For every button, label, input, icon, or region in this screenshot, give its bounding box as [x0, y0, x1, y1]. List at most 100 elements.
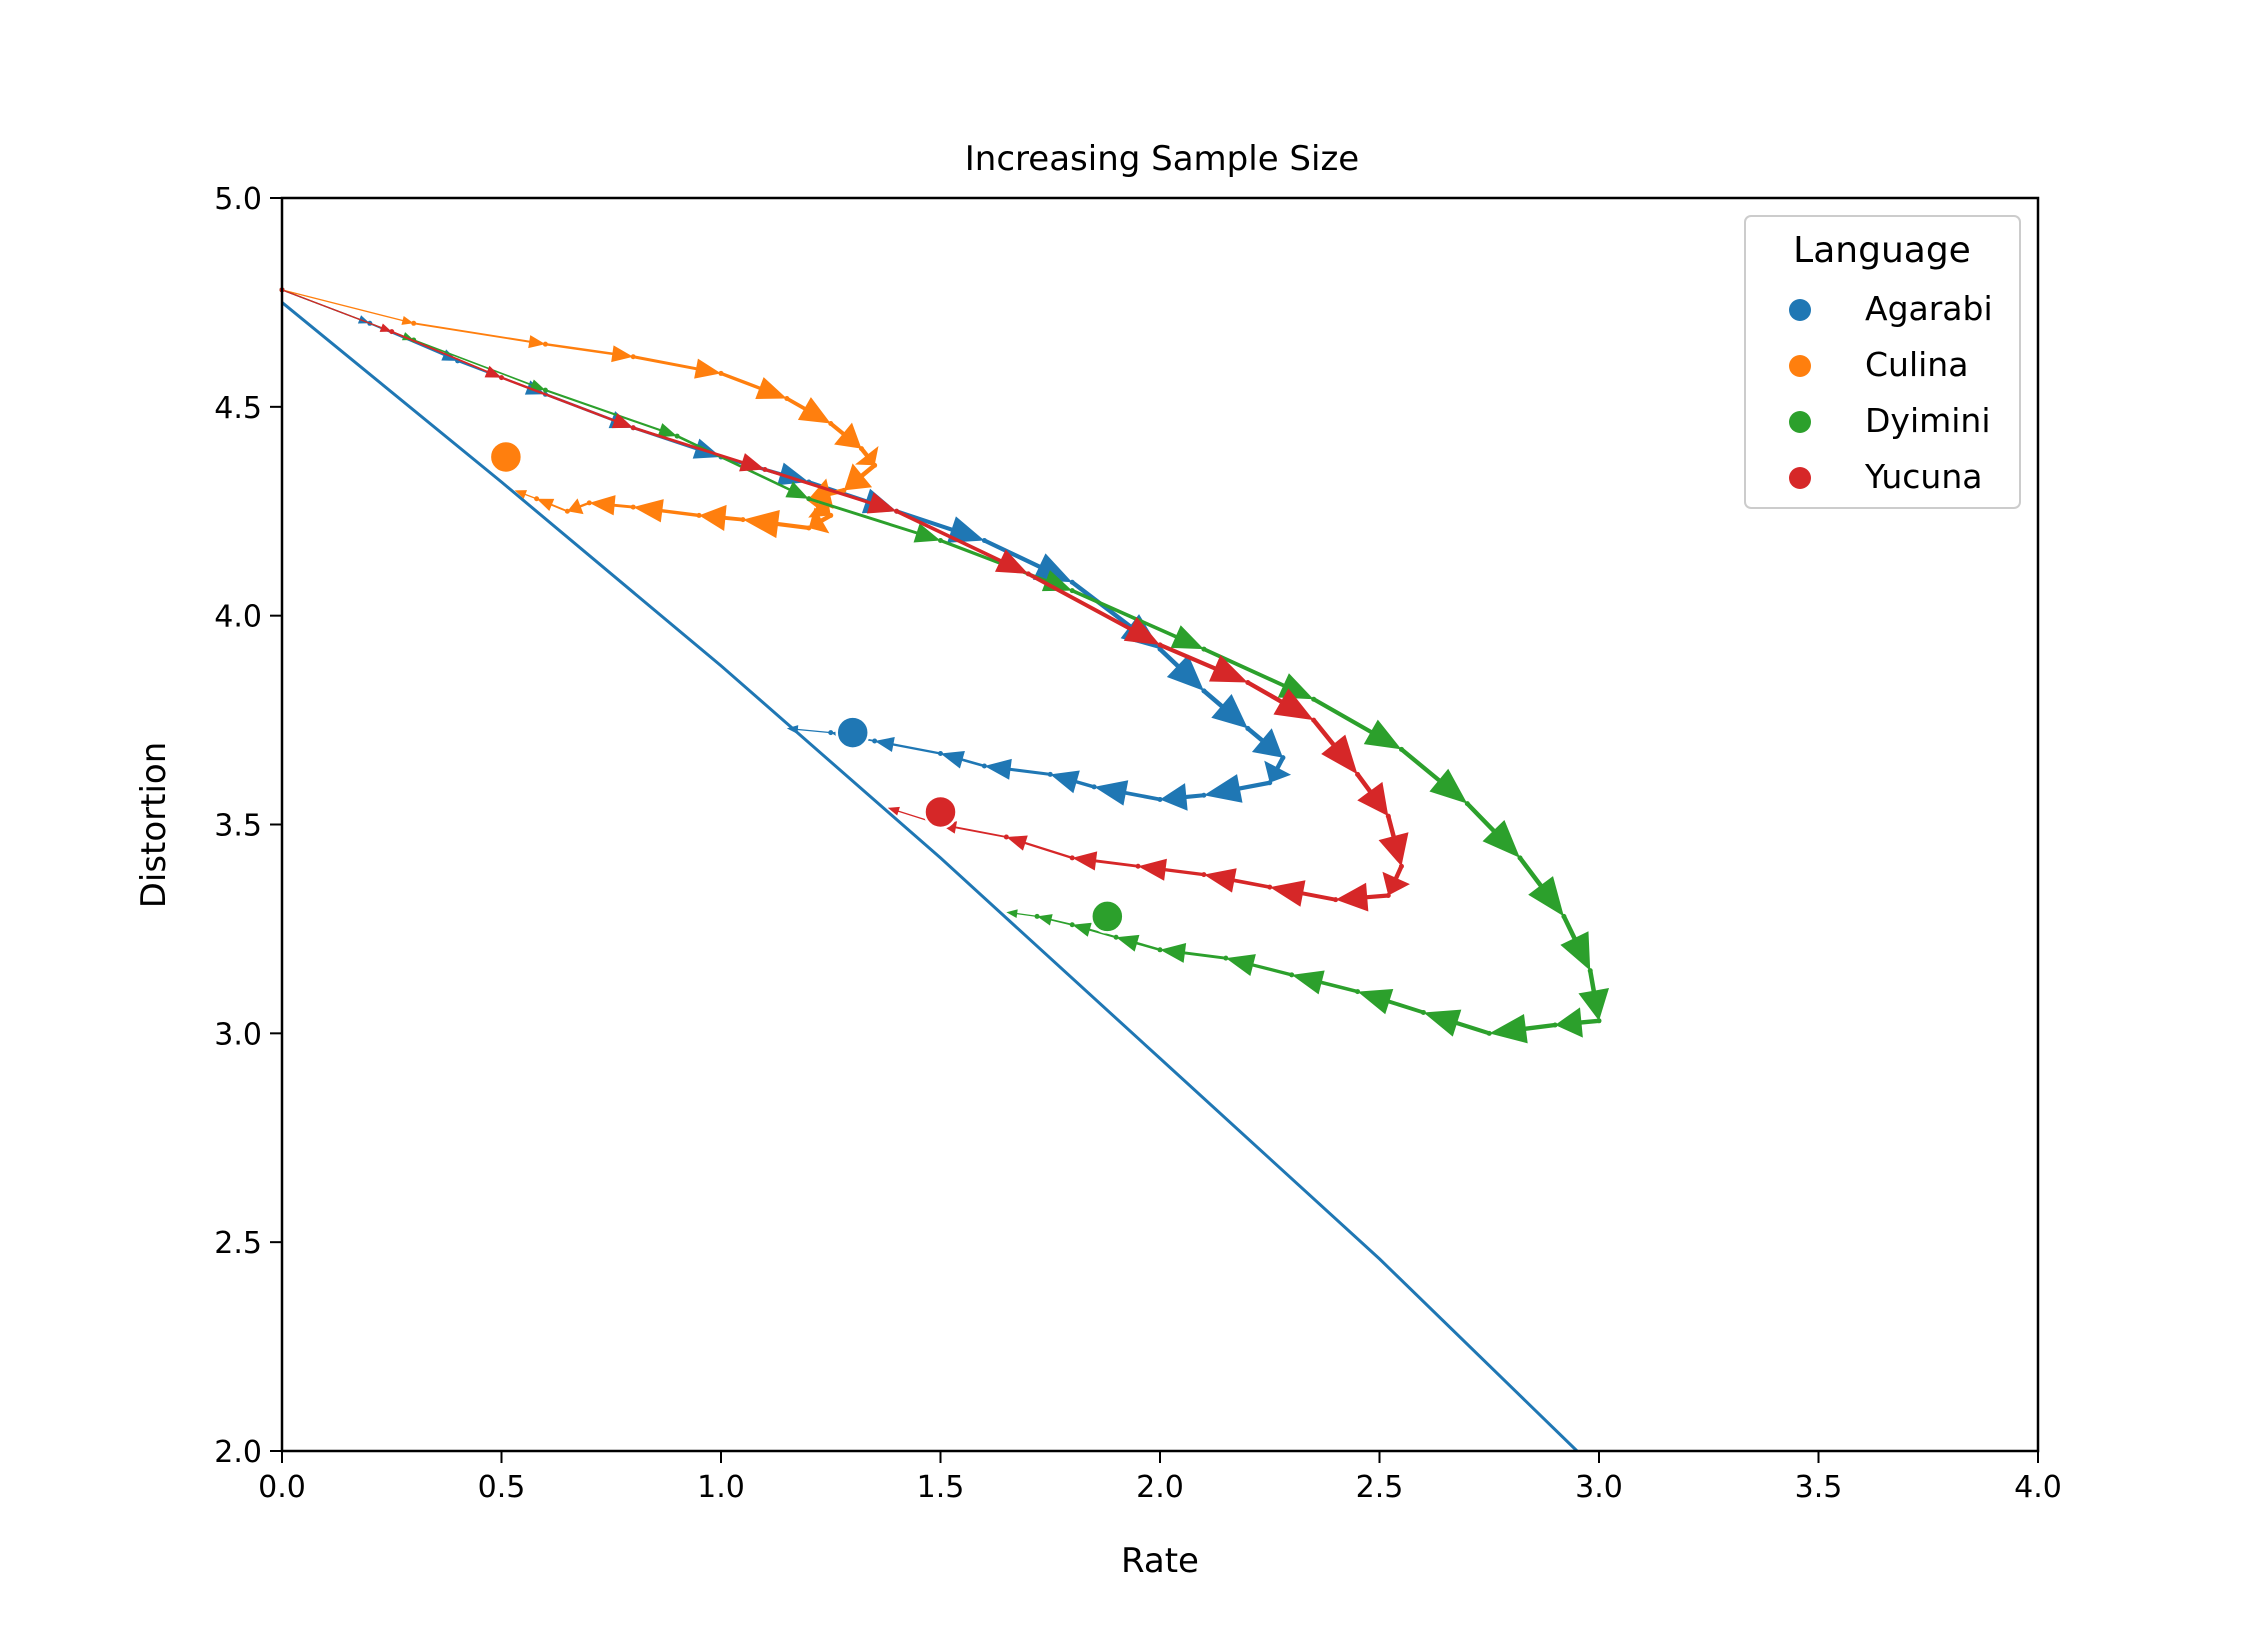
trajectory-arrow: [940, 821, 1007, 838]
legend-label: Dyimini: [1865, 401, 1991, 440]
trajectory-point: [389, 329, 395, 335]
trajectory-point: [1113, 934, 1119, 940]
trajectory-point: [1201, 688, 1207, 694]
trajectory-arrow: [281, 289, 414, 325]
legend-marker: [1789, 355, 1811, 377]
y-tick-label: 4.0: [214, 600, 262, 635]
trajectory-point: [1201, 872, 1207, 878]
final-point: [1090, 899, 1125, 934]
trajectory-arrow: [1400, 747, 1468, 804]
y-axis: 2.0 2.5 3.0 3.5 4.0 4.5 5.0: [214, 182, 282, 1470]
legend-marker: [1789, 411, 1811, 433]
y-tick-label: 2.5: [214, 1226, 262, 1261]
legend-box: [1744, 215, 2021, 509]
series-agarabi: [279, 287, 1292, 811]
trajectory-point: [1003, 834, 1009, 840]
trajectory-arrow: [1335, 882, 1389, 912]
trajectory-arrow: [1202, 689, 1248, 729]
trajectory-point: [1201, 646, 1207, 652]
trajectory-point: [1355, 989, 1361, 995]
trajectory-arrow: [895, 509, 985, 543]
trajectory-arrow: [808, 507, 832, 534]
trajectory-point: [1157, 796, 1163, 802]
trajectory-arrow: [1094, 780, 1161, 806]
trajectory-arrow: [589, 495, 634, 516]
trajectory-arrow: [1518, 856, 1564, 917]
trajectory-arrow: [1158, 647, 1204, 691]
trajectory-point: [1267, 884, 1273, 890]
trajectory-point: [1561, 913, 1567, 919]
trajectory-point: [1069, 588, 1075, 594]
trajectory-point: [1280, 755, 1286, 761]
trajectory-point: [1135, 863, 1141, 869]
trajectory-arrow: [1160, 783, 1205, 811]
trajectory-arrow: [413, 322, 546, 349]
trajectory-arrow: [536, 498, 568, 513]
trajectory-arrow: [764, 467, 897, 514]
trajectory-point: [630, 504, 636, 510]
trajectory-arrow: [1072, 922, 1117, 939]
trajectory-arrow: [1006, 909, 1038, 918]
x-tick-label: 1.0: [697, 1470, 745, 1505]
trajectory-point: [1398, 863, 1404, 869]
trajectory-arrow: [1555, 1007, 1600, 1038]
trajectory-point: [1157, 642, 1163, 648]
trajectory-point: [1486, 1030, 1492, 1036]
trajectory-arrow: [1027, 572, 1160, 645]
trajectory-point: [1245, 679, 1251, 685]
trajectory-arrow: [545, 342, 634, 363]
trajectory-point: [1385, 813, 1391, 819]
trajectory-point: [1517, 855, 1523, 861]
trajectory-arrow: [1560, 915, 1591, 971]
x-axis-label: Rate: [1121, 1541, 1199, 1581]
trajectory-point: [1245, 725, 1251, 731]
trajectory-arrow: [1160, 943, 1227, 963]
trajectory-arrow: [1489, 1014, 1556, 1044]
trajectory-arrow: [1378, 815, 1409, 867]
trajectory-arrow: [1578, 970, 1610, 1021]
trajectory-arrow: [1382, 865, 1410, 896]
y-tick-label: 5.0: [214, 182, 262, 217]
trajectory-point: [1069, 922, 1075, 928]
trajectory-point: [630, 425, 636, 431]
legend-label: Agarabi: [1865, 289, 1993, 328]
trajectory-arrow: [1072, 851, 1139, 871]
trajectory-point: [1464, 801, 1470, 807]
trajectory-arrow: [1311, 718, 1358, 775]
trajectory-arrow: [1159, 642, 1248, 683]
trajectory-arrow: [1264, 756, 1292, 783]
trajectory-point: [938, 750, 943, 756]
trajectory-arrow: [829, 421, 862, 449]
trajectory-point: [872, 462, 878, 468]
trajectory-point: [858, 446, 864, 452]
trajectory-arrow: [807, 493, 831, 518]
trajectory-point: [586, 500, 592, 506]
trajectory-point: [499, 375, 504, 381]
trajectory-arrow: [391, 330, 502, 378]
trajectory-arrow: [1138, 858, 1205, 881]
trajectory-arrow: [1050, 770, 1095, 794]
trajectory-arrow: [1225, 954, 1293, 977]
trajectory-point: [1091, 784, 1097, 790]
legend-title: Language: [1793, 230, 1971, 271]
trajectory-point: [1385, 893, 1391, 899]
series-culina: [279, 287, 879, 539]
trajectory-arrow: [720, 371, 787, 400]
y-tick-label: 4.5: [214, 391, 262, 426]
trajectory-arrow: [281, 289, 392, 332]
trajectory-point: [542, 387, 548, 393]
trajectory-point: [784, 395, 790, 401]
trajectory-arrow: [1116, 934, 1161, 952]
final-point: [488, 439, 524, 475]
trajectory-point: [740, 517, 746, 523]
trajectory-arrow: [514, 490, 537, 500]
x-tick-label: 1.5: [917, 1470, 965, 1505]
trajectory-arrow: [808, 497, 941, 543]
trajectory-arrow: [1269, 880, 1336, 907]
trajectory-point: [828, 421, 834, 427]
trajectory-point: [806, 525, 812, 531]
trajectory-arrow: [785, 396, 831, 424]
trajectory-point: [1034, 913, 1040, 919]
series-dyimini: [279, 287, 1610, 1044]
